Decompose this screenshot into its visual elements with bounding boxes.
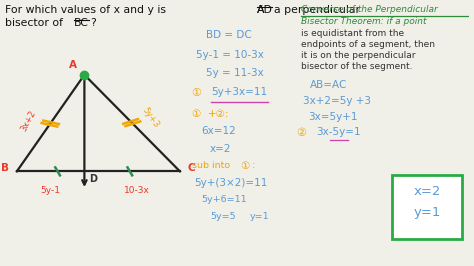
Text: 5y+(3×2)=11: 5y+(3×2)=11 [194, 178, 267, 188]
Text: it is on the perpendicular: it is on the perpendicular [301, 51, 416, 60]
Text: 3x-5y=1: 3x-5y=1 [316, 127, 361, 137]
Text: AD: AD [257, 5, 273, 15]
Text: :: : [252, 161, 255, 170]
Text: sub into: sub into [191, 161, 230, 170]
Text: B: B [1, 163, 9, 173]
Text: 5y+6=11: 5y+6=11 [201, 195, 246, 204]
Text: AB=AC: AB=AC [310, 80, 348, 90]
Text: ①: ① [191, 88, 201, 98]
Text: 3x+2=5y +3: 3x+2=5y +3 [303, 96, 372, 106]
Text: 3x+2: 3x+2 [19, 108, 38, 132]
Text: 10-3x: 10-3x [124, 186, 150, 195]
Bar [392, 175, 462, 239]
Text: y=1: y=1 [250, 212, 269, 221]
Text: 5y-1: 5y-1 [41, 186, 61, 195]
Text: ①: ① [191, 109, 201, 119]
Text: ①: ① [240, 161, 250, 171]
Text: A: A [69, 60, 77, 70]
Text: Bisector Theorem: if a point: Bisector Theorem: if a point [301, 17, 427, 26]
Text: +②:: +②: [209, 109, 230, 119]
Text: 5y=5: 5y=5 [210, 212, 236, 221]
Text: BC: BC [73, 18, 89, 28]
Text: is equidistant from the: is equidistant from the [301, 29, 404, 38]
Text: 5y+3: 5y+3 [141, 106, 161, 130]
Text: 5y = 11-3x: 5y = 11-3x [206, 68, 263, 78]
Text: x=2: x=2 [413, 185, 440, 198]
Text: 5y+3x=11: 5y+3x=11 [211, 87, 267, 97]
Text: bisector of: bisector of [5, 18, 63, 28]
Text: 6x=12: 6x=12 [201, 126, 236, 136]
Text: ?: ? [91, 18, 96, 28]
Text: D: D [89, 174, 97, 184]
Text: endpoints of a segment, then: endpoints of a segment, then [301, 40, 435, 49]
Text: C: C [188, 163, 195, 173]
Text: y=1: y=1 [413, 206, 440, 219]
Text: x=2: x=2 [210, 144, 232, 153]
Text: 5y-1 = 10-3x: 5y-1 = 10-3x [196, 50, 264, 60]
Text: BD = DC: BD = DC [206, 30, 251, 40]
Text: bisector of the segment.: bisector of the segment. [301, 62, 412, 71]
Text: 3x=5y+1: 3x=5y+1 [308, 112, 357, 122]
Text: Ä: Ä [257, 5, 264, 15]
Text: For which values of x and y is: For which values of x and y is [5, 5, 166, 15]
Text: Converse of the Perpendicular: Converse of the Perpendicular [301, 5, 438, 14]
Text: a perpendicular: a perpendicular [274, 5, 360, 15]
Text: ②: ② [296, 128, 306, 138]
